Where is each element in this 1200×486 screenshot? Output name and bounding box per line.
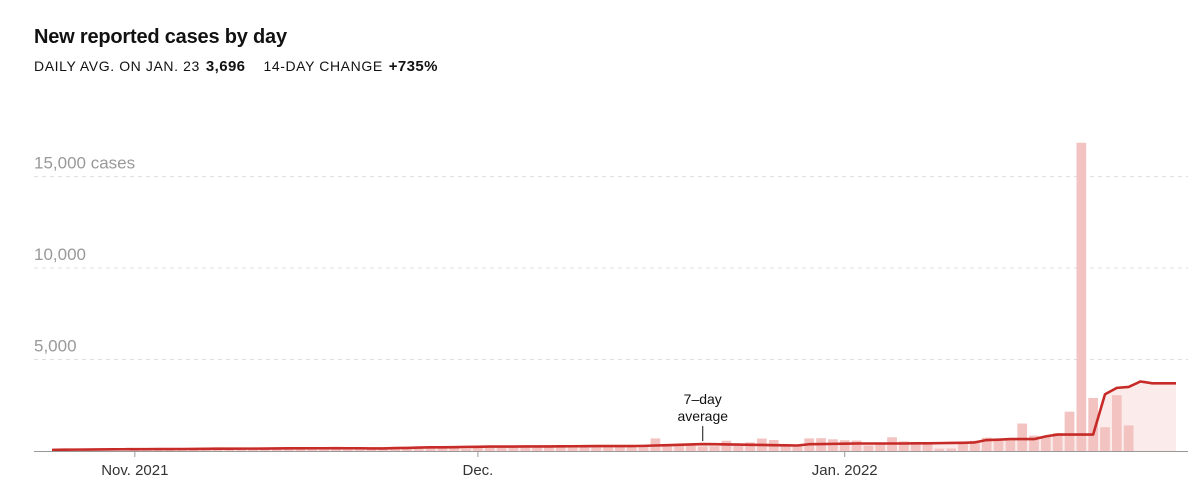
x-tick-label: Nov. 2021: [101, 462, 168, 479]
daily-case-bar: [745, 442, 755, 451]
daily-case-bar: [567, 445, 578, 451]
daily-case-bar: [1005, 440, 1016, 451]
bar-layer: [129, 142, 1134, 451]
daily-case-bar: [248, 448, 258, 451]
y-tick-label: 10,000: [34, 245, 86, 264]
annotation-label: average: [677, 408, 728, 424]
daily-case-bar: [922, 442, 933, 451]
daily-case-bar: [686, 445, 696, 451]
daily-case-bar: [508, 446, 519, 451]
daily-case-bar: [958, 442, 968, 451]
daily-case-bar: [307, 448, 318, 451]
daily-avg-label: DAILY AVG. ON JAN. 23: [34, 58, 200, 74]
daily-case-bar: [697, 446, 708, 451]
daily-case-bar: [1123, 425, 1134, 451]
annotation-label: 7–day: [684, 391, 722, 407]
axis-layer: 5,000 10,000 15,000 cases Nov. 2021 Dec. Jan.…: [34, 154, 1188, 479]
daily-case-bar: [1029, 435, 1039, 451]
daily-case-bar: [390, 448, 400, 451]
daily-case-bar: [1017, 423, 1028, 451]
daily-case-bar: [354, 448, 365, 451]
daily-case-bar: [780, 445, 791, 451]
change-value: +735%: [388, 58, 438, 75]
daily-case-bar: [473, 448, 483, 451]
daily-case-bar: [449, 448, 460, 451]
daily-case-bar: [224, 449, 235, 451]
daily-case-bar: [1111, 395, 1122, 451]
daily-case-bar: [579, 445, 590, 451]
daily-case-bar: [402, 447, 412, 451]
daily-case-bar: [603, 446, 613, 451]
daily-case-bar: [544, 446, 554, 451]
grid-layer: [34, 176, 1188, 361]
daily-case-bar: [910, 442, 921, 451]
daily-case-bar: [425, 447, 436, 451]
daily-case-bar: [484, 447, 495, 451]
seven-day-average-line: [51, 380, 1176, 452]
daily-case-bar: [520, 446, 531, 451]
daily-case-bar: [946, 448, 957, 451]
daily-case-bar: [875, 443, 886, 451]
daily-case-bar: [591, 445, 602, 451]
daily-case-bar: [851, 440, 862, 451]
daily-case-bar: [295, 448, 306, 451]
daily-case-bar: [496, 446, 507, 451]
daily-case-bar: [993, 440, 1004, 451]
x-tick-label: Dec.: [463, 462, 494, 479]
daily-case-bar: [413, 447, 424, 451]
daily-case-bar: [709, 446, 720, 451]
y-tick-label: 15,000 cases: [34, 154, 135, 173]
daily-case-bar: [532, 446, 542, 451]
stats-row: DAILY AVG. ON JAN. 23 3,696 14-DAY CHANGE +…: [34, 58, 456, 75]
area-layer: [52, 381, 1176, 451]
daily-case-bar: [378, 448, 389, 451]
daily-case-bar: [319, 448, 329, 451]
daily-case-bar: [1088, 397, 1099, 451]
daily-case-bar: [236, 449, 247, 451]
daily-case-bar: [260, 448, 270, 451]
daily-case-bar: [1041, 436, 1051, 451]
average-area: [52, 381, 1176, 451]
daily-case-bar: [733, 444, 744, 451]
daily-case-bar: [970, 440, 980, 451]
daily-case-bar: [1076, 142, 1087, 451]
daily-case-bar: [899, 441, 909, 451]
daily-case-bar: [638, 445, 649, 451]
daily-case-bar: [461, 448, 471, 451]
daily-case-bar: [437, 447, 448, 451]
y-tick-label: 5,000: [34, 337, 77, 356]
x-tick-label: Jan. 2022: [812, 462, 878, 479]
daily-case-bar: [934, 448, 945, 451]
daily-case-bar: [721, 440, 732, 451]
daily-case-bar: [1064, 411, 1075, 451]
daily-case-bar: [662, 445, 673, 451]
daily-case-bar: [626, 445, 637, 451]
daily-case-bar: [555, 445, 566, 451]
daily-avg-value: 3,696: [205, 58, 246, 75]
daily-case-bar: [792, 445, 803, 451]
chart-title: New reported cases by day: [34, 26, 287, 48]
daily-case-bar: [981, 437, 992, 451]
line-layer: [51, 380, 1176, 452]
daily-case-bar: [674, 445, 684, 451]
daily-case-bar: [615, 446, 625, 451]
daily-case-bar: [1100, 427, 1110, 451]
change-label: 14-DAY CHANGE: [263, 58, 383, 74]
daily-case-bar: [1052, 433, 1063, 451]
daily-case-bar: [839, 440, 850, 451]
daily-case-bar: [863, 445, 874, 451]
